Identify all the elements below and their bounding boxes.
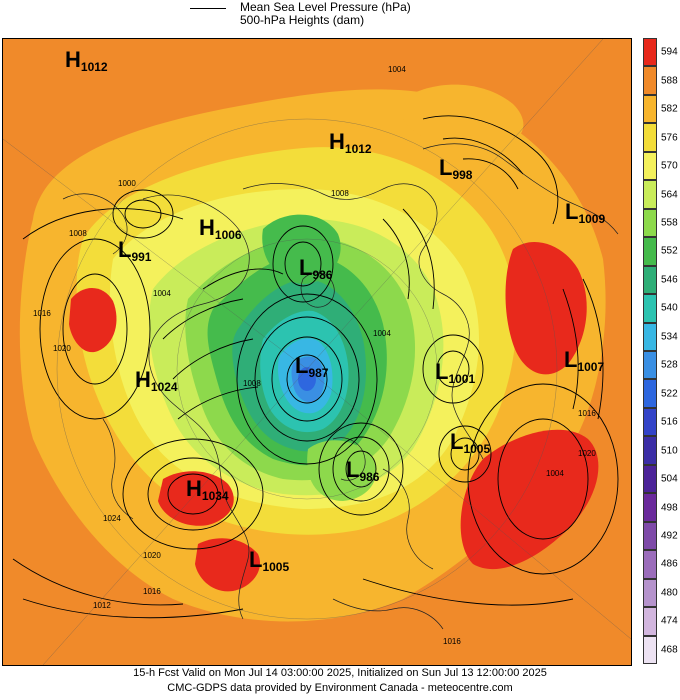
isobars [12,115,619,619]
pressure-system-label: H1024 [135,367,178,394]
pressure-system-label: L1005 [249,547,290,574]
isobar-label: 1004 [153,289,171,298]
colorbar-level-label: 504 [661,473,678,485]
colorbar-swatch [643,208,657,238]
pressure-system-label: L986 [299,255,333,282]
colorbar-level-label: 474 [661,615,678,627]
height-band-green-south [307,440,377,501]
colorbar-level-label: 582 [661,103,678,115]
pressure-system-label: L987 [295,353,329,380]
isobar-label: 1004 [373,329,391,338]
graticule [3,39,631,665]
colorbar-swatch [643,493,657,522]
colorbar-swatch [643,94,657,124]
isobar-label: 1012 [93,601,111,610]
isobar-label: 1020 [143,551,161,560]
pressure-system-label: H1034 [186,476,229,503]
isobar-label: 1004 [546,469,564,478]
forecast-valid-text: 15-h Fcst Valid on Mon Jul 14 03:00:00 2… [133,667,547,679]
colorbar-level-label: 516 [661,416,678,428]
height-colorbar: 594 588 582 576 570 564 558 552 546 540 534 528 522 5… [643,38,679,664]
colorbar-level-label: 492 [661,530,678,542]
colorbar-swatch [643,464,657,494]
colorbar-level-label: 498 [661,502,678,513]
colorbar-swatch [643,322,657,351]
isobar-label: 1008 [243,379,261,388]
colorbar-swatch [643,607,657,636]
colorbar-swatch [643,123,657,152]
pressure-system-label: L998 [439,155,473,182]
height-band-594-mexico [195,538,261,592]
pressure-system-label: L1009 [565,199,606,226]
colorbar-level-label: 468 [661,644,678,656]
colorbar-swatch [643,407,657,437]
colorbar-swatch [643,578,657,608]
colorbar-swatch [643,151,657,181]
colorbar-level-label: 546 [661,274,678,286]
colorbar-swatch [643,265,657,295]
heights-legend-label: 500-hPa Heights (dam) [240,13,365,27]
colorbar-level-label: 534 [661,331,678,343]
map-canvas [3,39,631,665]
pressure-legend-label: Mean Sea Level Pressure (hPa) [240,0,411,14]
isobar-label: 1020 [53,344,71,353]
isobar-label: 1000 [118,179,136,188]
height-band-594-europe [505,241,587,375]
colorbar-swatch [643,379,657,408]
colorbar-swatch [643,66,657,95]
pressure-system-label: L986 [346,457,380,484]
colorbar-swatch [643,521,657,551]
colorbar-level-label: 552 [661,245,678,257]
pressure-system-label: H1012 [329,129,372,156]
pressure-system-label: L991 [118,237,152,264]
isobar-line-swatch [190,8,226,9]
pressure-system-label: L1005 [450,429,491,456]
weather-map: H1012 H1012 L998 L1009 H1006 L991 L986 L… [2,38,632,666]
isobar-label: 1016 [578,409,596,418]
colorbar-level-label: 594 [661,46,678,58]
colorbar-level-label: 576 [661,132,678,144]
isobar-label: 1016 [33,309,51,318]
colorbar-swatch [643,550,657,579]
map-legend-header: Mean Sea Level Pressure (hPa) 500-hPa He… [0,0,680,34]
colorbar-swatch [643,436,657,465]
colorbar-level-label: 510 [661,445,678,457]
colorbar-level-label: 570 [661,160,678,172]
colorbar-level-label: 564 [661,189,678,200]
isobar-label: 1024 [103,514,121,523]
pressure-system-label: H1006 [199,215,242,242]
isobar-label: 1016 [143,587,161,596]
colorbar-level-label: 480 [661,587,678,599]
pressure-system-label: H1012 [65,47,108,74]
colorbar-swatch [643,351,657,380]
pressure-system-label: L1001 [435,359,476,386]
colorbar-level-label: 540 [661,302,678,314]
colorbar-level-label: 522 [661,388,678,400]
isobar-label: 1008 [69,229,87,238]
colorbar-level-label: 486 [661,558,678,570]
isobar-label: 1016 [443,637,461,646]
pressure-system-label: L1007 [564,347,605,374]
colorbar-swatch [643,635,657,664]
colorbar-swatch [643,180,657,209]
isobar-label: 1020 [578,449,596,458]
height-band-594-asia [460,429,599,570]
height-band-594-pacific [69,287,117,353]
data-credit-text: CMC-GDPS data provided by Environment Ca… [167,682,513,694]
isobar-label: 1004 [388,65,406,74]
isobar-label: 1008 [331,189,349,198]
colorbar-swatch [643,294,657,323]
colorbar-level-label: 588 [661,75,678,87]
colorbar-level-label: 528 [661,359,678,371]
colorbar-level-label: 558 [661,217,678,229]
colorbar-swatch [643,38,657,67]
colorbar-swatch [643,237,657,266]
